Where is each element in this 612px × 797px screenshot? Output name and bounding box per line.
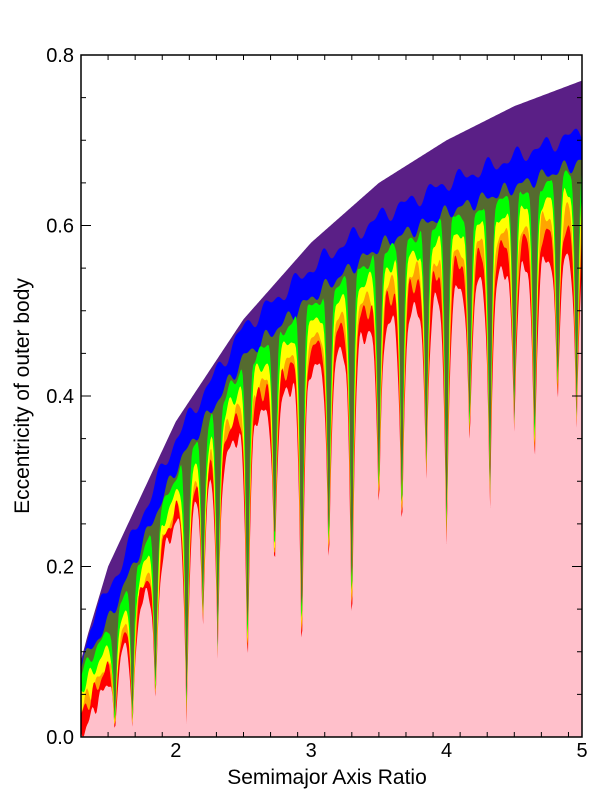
stability-regions [81,80,582,737]
y-tick-label: 0.6 [46,216,74,238]
y-tick-label: 0.8 [46,45,74,67]
plot-frame [80,54,583,738]
x-axis-label: Semimajor Axis Ratio [227,766,427,789]
x-tick-label: 5 [576,740,587,762]
x-tick-label: 3 [306,740,317,762]
tick-labels: 2 3 4 5 0.0 0.2 0.4 0.6 0.8 [46,45,587,762]
y-tick-label: 0.2 [46,557,74,579]
x-tick-label: 4 [441,740,452,762]
x-tick-label: 2 [170,740,181,762]
y-axis-label: Eccentricity of outer body [11,278,34,514]
stable-region [81,253,582,737]
y-tick-label: 0.0 [46,727,74,749]
y-tick-label: 0.4 [46,386,74,408]
